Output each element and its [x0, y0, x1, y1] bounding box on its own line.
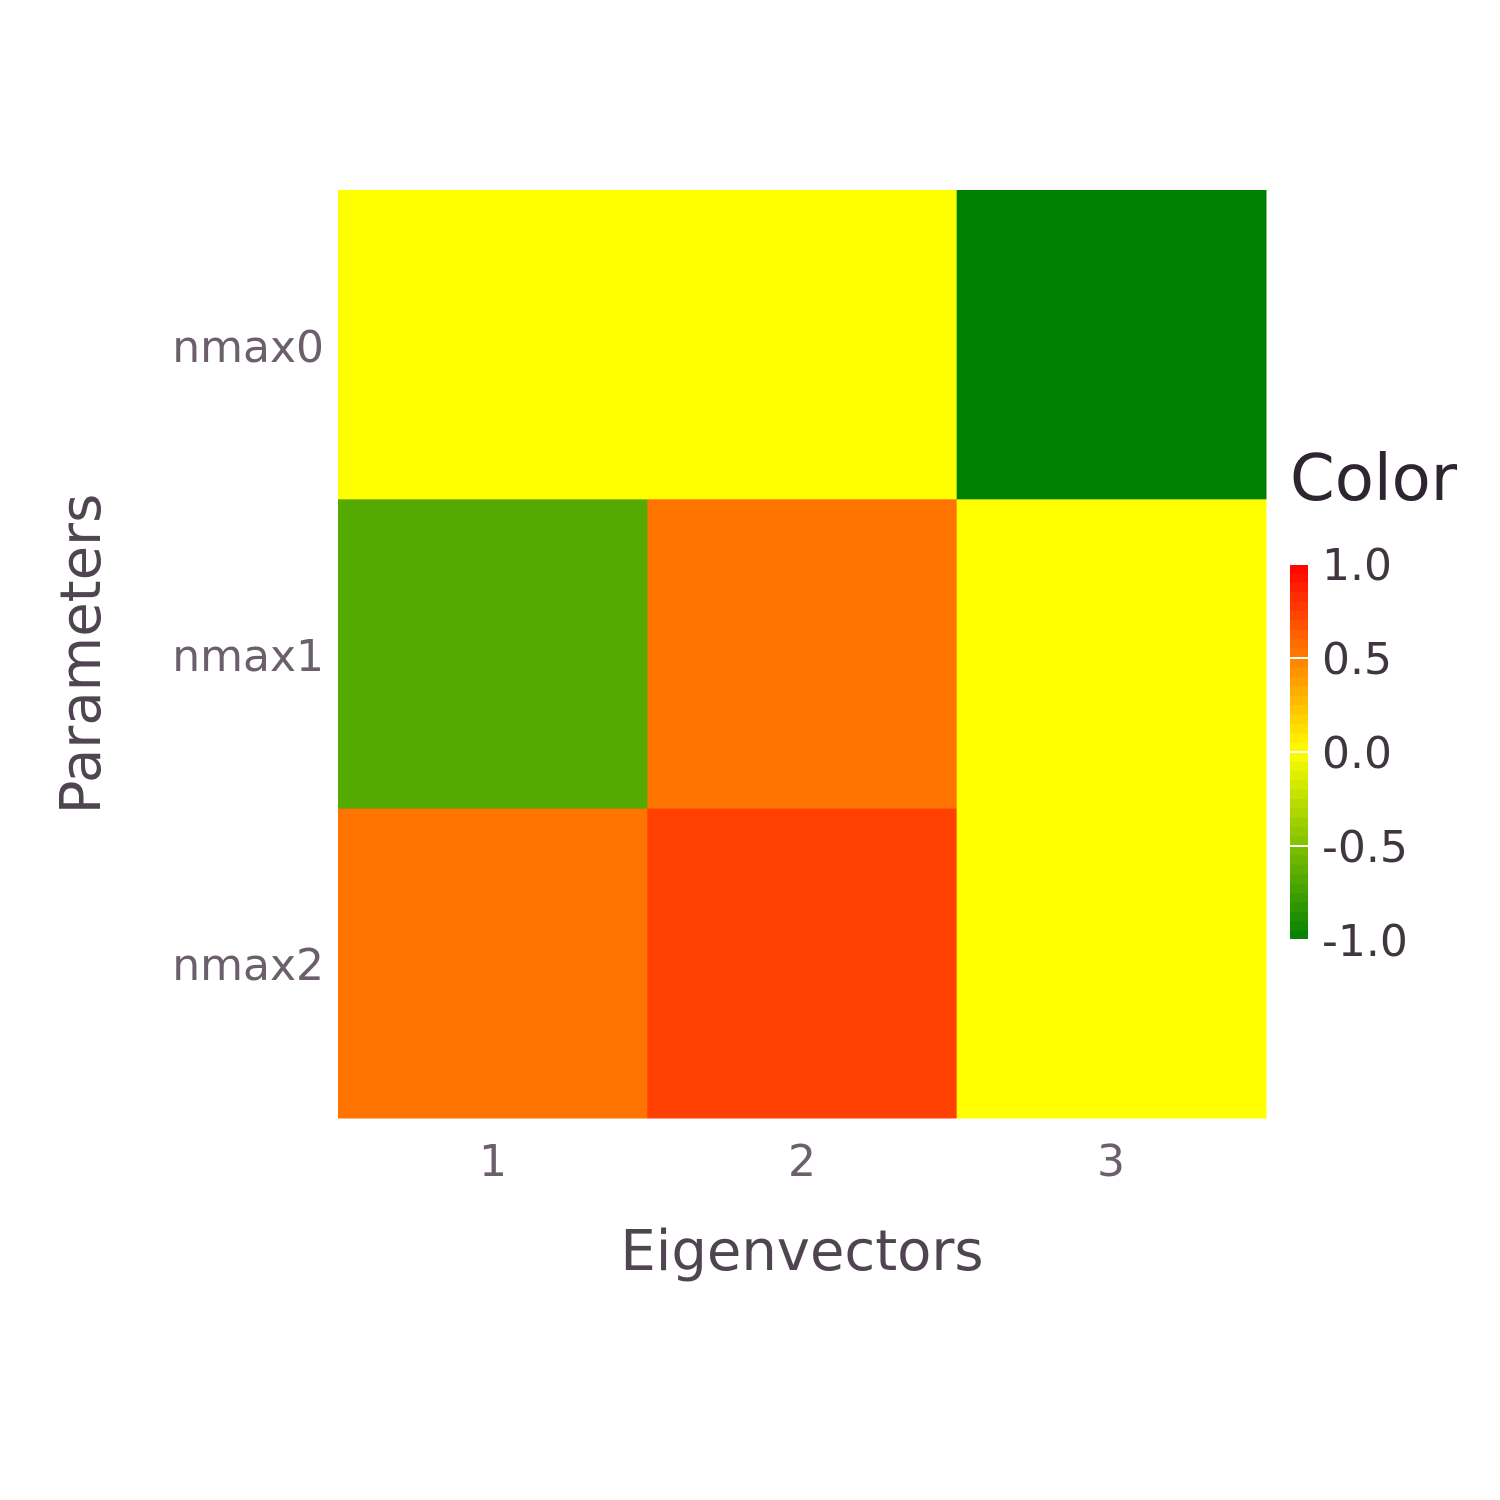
heatmap-cell [956, 190, 1267, 500]
x-tick-label: 1 [479, 1136, 507, 1187]
x-tick-label: 3 [1097, 1136, 1125, 1187]
y-tick-label: nmax2 [172, 940, 324, 991]
legend-color-step [1290, 874, 1308, 885]
legend-color-step [1290, 695, 1308, 706]
legend-tick-label: -0.5 [1322, 822, 1408, 873]
legend-color-step [1290, 742, 1308, 753]
legend-color-step [1290, 911, 1308, 922]
legend-color-step [1290, 658, 1308, 668]
heatmap-cell [338, 190, 648, 500]
legend-color-step [1290, 827, 1308, 838]
legend-color-step [1290, 601, 1308, 612]
legend-color-step [1290, 921, 1308, 932]
legend-color-step [1290, 564, 1308, 574]
legend-color-step [1290, 761, 1308, 772]
legend-color-step [1290, 573, 1308, 584]
legend-color-step [1290, 714, 1308, 725]
y-tick-label: nmax0 [172, 322, 324, 373]
legend-color-step [1290, 799, 1308, 809]
legend-color-step [1290, 686, 1308, 697]
legend-color-step [1290, 620, 1308, 631]
x-tick-label: 2 [788, 1136, 816, 1187]
legend-tick-label: 0.5 [1322, 634, 1392, 685]
x-axis-ticks: 1 2 3 [479, 1136, 1125, 1187]
heatmap-cells [338, 190, 1267, 1119]
heatmap-cell [956, 499, 1267, 810]
legend-color-step [1290, 770, 1308, 781]
legend-color-step [1290, 752, 1308, 762]
legend-title: Color [1290, 442, 1458, 516]
legend-tick-label: 1.0 [1322, 540, 1392, 591]
legend-colorbar [1290, 564, 1308, 941]
legend-color-step [1290, 789, 1308, 800]
legend-tick-label: -1.0 [1322, 916, 1408, 967]
color-legend: Color 1.0 0.5 0.0 -0.5 -1.0 [1290, 442, 1458, 967]
heatmap-cell [338, 499, 648, 810]
legend-color-step [1290, 855, 1308, 866]
legend-color-step [1290, 883, 1308, 894]
legend-color-step [1290, 864, 1308, 875]
heatmap-cell [647, 499, 958, 810]
heatmap-cell [647, 190, 958, 500]
legend-color-step [1290, 733, 1308, 744]
legend-color-step [1290, 648, 1308, 659]
heatmap-cell [647, 808, 958, 1119]
legend-color-step [1290, 676, 1308, 687]
legend-color-step [1290, 592, 1308, 603]
legend-color-step [1290, 817, 1308, 828]
legend-color-step [1290, 723, 1308, 734]
legend-color-step [1290, 705, 1308, 715]
legend-color-step [1290, 611, 1308, 621]
legend-color-step [1290, 930, 1308, 941]
y-axis-title: Parameters [49, 494, 114, 815]
legend-tick-label: 0.0 [1322, 728, 1392, 779]
y-tick-label: nmax1 [172, 631, 324, 682]
legend-color-step [1290, 629, 1308, 640]
legend-color-step [1290, 846, 1308, 856]
x-axis-title: Eigenvectors [620, 1219, 983, 1284]
heatmap-cell [338, 808, 648, 1119]
legend-color-step [1290, 902, 1308, 913]
legend-color-step [1290, 808, 1308, 819]
y-axis-ticks: nmax0 nmax1 nmax2 [172, 322, 324, 991]
legend-ticks: 1.0 0.5 0.0 -0.5 -1.0 [1290, 540, 1408, 967]
legend-color-step [1290, 639, 1308, 650]
heatmap-cell [956, 808, 1267, 1119]
legend-color-step [1290, 780, 1308, 791]
legend-color-step [1290, 893, 1308, 903]
legend-color-step [1290, 667, 1308, 678]
legend-color-step [1290, 836, 1308, 847]
legend-color-step [1290, 582, 1308, 593]
